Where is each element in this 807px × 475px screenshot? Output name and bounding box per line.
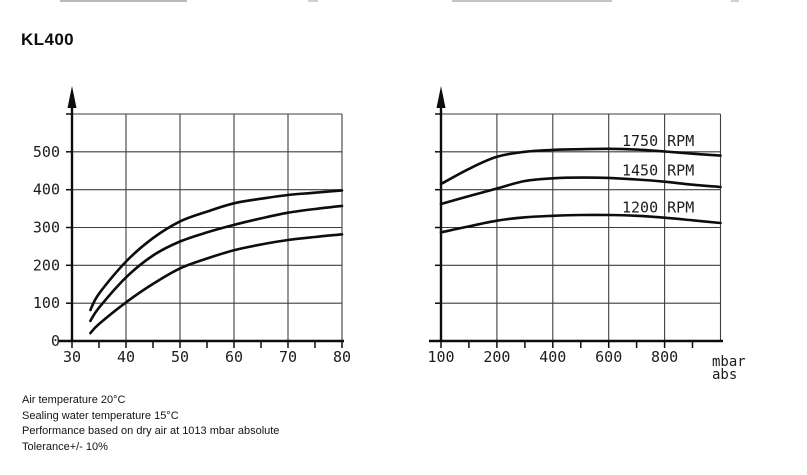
curves <box>439 147 722 234</box>
page-title: KL400 <box>21 30 75 49</box>
x-tick-label: 60 <box>225 348 243 366</box>
x-tick-label: 70 <box>279 348 297 366</box>
x-tick-label: 100 <box>427 348 454 366</box>
ticks <box>66 113 343 348</box>
x-tick-label: 30 <box>63 348 81 366</box>
scan-artifact <box>308 0 318 2</box>
curve-1200-rpm <box>439 213 722 234</box>
x-axis-unit-label: abs <box>712 367 737 383</box>
x-tick-label: 400 <box>539 348 566 366</box>
curves <box>89 189 344 335</box>
y-tick-label: 200 <box>33 256 60 274</box>
curve-middle-curve <box>89 204 344 323</box>
curve-lower-curve <box>89 233 344 335</box>
note-air-temperature: Air temperature 20°C <box>22 394 126 406</box>
x-tick-label: 800 <box>651 348 678 366</box>
x-tick-label: 600 <box>595 348 622 366</box>
series-label-1450-rpm: 1450 RPM <box>622 162 694 180</box>
y-tick-label: 400 <box>33 181 60 199</box>
x-tick-label: 50 <box>171 348 189 366</box>
y-tick-label: 0 <box>51 332 60 350</box>
y-tick-label: 500 <box>33 143 60 161</box>
y-axis-arrow-icon <box>436 86 446 108</box>
curve-upper-curve <box>89 189 344 312</box>
y-axis-arrow-icon <box>67 86 77 108</box>
scan-artifact <box>60 0 187 2</box>
grid <box>72 113 343 341</box>
scan-artifact <box>731 0 739 2</box>
y-tick-label: 100 <box>33 294 60 312</box>
y-tick-label: 300 <box>33 219 60 237</box>
note-performance-basis: Performance based on dry air at 1013 mba… <box>22 425 280 437</box>
curve-1450-rpm <box>439 176 722 206</box>
tick-labels: 30 40 50 60 70 80 0 100 200 300 400 500 <box>33 143 351 366</box>
ticks <box>435 113 694 348</box>
footnotes: Air temperature 20°C Sealing water tempe… <box>22 393 279 455</box>
series-label-1200-rpm: 1200 RPM <box>622 199 694 217</box>
note-tolerance: Tolerance+/- 10% <box>22 440 108 453</box>
curve-1750-rpm <box>439 147 722 186</box>
x-tick-label: 200 <box>483 348 510 366</box>
x-tick-label: 40 <box>117 348 135 366</box>
x-axis-unit-label: mbar <box>712 354 746 370</box>
x-tick-label: 80 <box>333 348 351 366</box>
scan-artifact <box>452 0 612 2</box>
note-sealing-water-temperature: Sealing water temperature 15°C <box>22 409 179 422</box>
series-label-1750-rpm: 1750 RPM <box>622 132 694 150</box>
